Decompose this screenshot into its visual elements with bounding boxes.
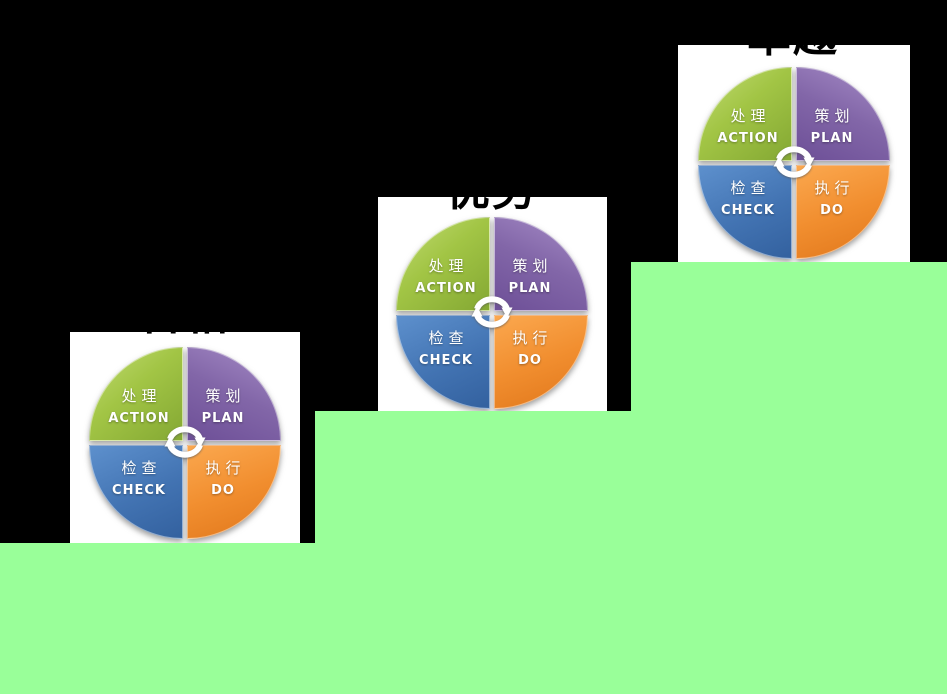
cycle-arrows-icon (471, 296, 513, 328)
pdca-wheel: 处理 ACTION 策划 PLAN 检查 CHECK 执行 DO (89, 347, 281, 539)
do-label: 执行 DO (496, 327, 564, 368)
action-label-en: ACTION (415, 281, 477, 296)
plan-label: 策划 PLAN (798, 105, 866, 146)
check-label: 检查 CHECK (97, 457, 181, 498)
stair-step-3 (631, 262, 947, 694)
plan-label: 策划 PLAN (496, 255, 564, 296)
action-label-en: ACTION (717, 131, 779, 146)
action-label-zh: 处理 (730, 107, 771, 125)
action-label-en: ACTION (108, 411, 170, 426)
plan-label-en: PLAN (201, 411, 245, 426)
plan-label-zh: 策划 (512, 257, 553, 275)
check-label-en: CHECK (419, 353, 473, 368)
action-label-zh: 处理 (121, 387, 162, 405)
do-label: 执行 DO (189, 457, 257, 498)
do-label-en: DO (211, 483, 235, 498)
cycle-arrows-icon (164, 426, 206, 458)
check-label-zh: 检查 (428, 329, 469, 347)
do-label-en: DO (820, 203, 844, 218)
check-label-en: CHECK (112, 483, 166, 498)
check-label-en: CHECK (721, 203, 775, 218)
do-label-zh: 执行 (814, 179, 855, 197)
action-label-zh: 处理 (428, 257, 469, 275)
do-label: 执行 DO (798, 177, 866, 218)
pdca-panel-level-2: 处理 ACTION 策划 PLAN 检查 CHECK 执行 DO (378, 197, 607, 411)
plan-label-zh: 策划 (814, 107, 855, 125)
plan-label-en: PLAN (810, 131, 854, 146)
pdca-wheel: 处理 ACTION 策划 PLAN 检查 CHECK 执行 DO (698, 67, 890, 259)
plan-label-en: PLAN (508, 281, 552, 296)
action-label: 处理 ACTION (97, 385, 181, 426)
do-label-zh: 执行 (512, 329, 553, 347)
cycle-arrows-icon (773, 146, 815, 178)
plan-label-zh: 策划 (205, 387, 246, 405)
check-label: 检查 CHECK (404, 327, 488, 368)
pdca-panel-level-1: 处理 ACTION 策划 PLAN 检查 CHECK 执行 DO (70, 332, 300, 543)
check-label-zh: 检查 (121, 459, 162, 477)
do-label-zh: 执行 (205, 459, 246, 477)
plan-label: 策划 PLAN (189, 385, 257, 426)
action-label: 处理 ACTION (706, 105, 790, 146)
do-label-en: DO (518, 353, 542, 368)
check-label: 检查 CHECK (706, 177, 790, 218)
check-label-zh: 检查 (730, 179, 771, 197)
pdca-panel-level-3: 处理 ACTION 策划 PLAN 检查 CHECK 执行 DO (678, 45, 910, 262)
action-label: 处理 ACTION (404, 255, 488, 296)
pdca-wheel: 处理 ACTION 策划 PLAN 检查 CHECK 执行 DO (396, 217, 588, 409)
